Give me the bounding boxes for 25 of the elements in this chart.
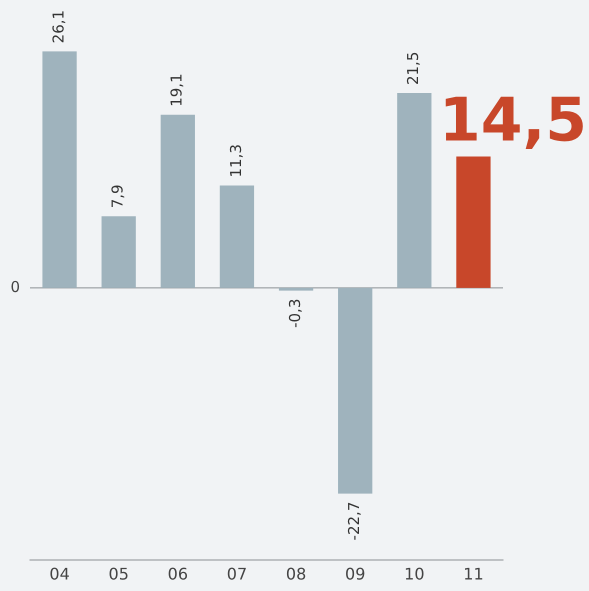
bar: [456, 156, 491, 288]
data-label: 19,1: [168, 73, 186, 107]
bar: [42, 51, 77, 288]
x-tick-label: 07: [226, 564, 248, 584]
data-label: 7,9: [108, 184, 127, 208]
data-label: 26,1: [49, 10, 68, 44]
bar: [278, 288, 314, 291]
x-tick-label: 11: [463, 564, 484, 584]
data-label: 21,5: [404, 52, 422, 86]
x-tick-label: 06: [168, 564, 188, 584]
data-label: -0,3: [286, 298, 304, 328]
bar: [160, 114, 195, 288]
x-tick-label: 10: [404, 564, 424, 584]
bar: [102, 216, 136, 288]
bar: [338, 288, 372, 494]
text: 0: [10, 278, 20, 296]
x-tick-label: 04: [49, 564, 70, 584]
x-tick-label: 05: [108, 564, 129, 584]
x-tick-label: 09: [345, 564, 366, 584]
bar: [220, 185, 254, 288]
data-label: 14,5: [438, 85, 588, 156]
data-label: -22,7: [345, 502, 364, 540]
data-label: 11,3: [226, 144, 245, 178]
x-tick-label: 08: [286, 564, 306, 584]
bar: [397, 93, 432, 288]
